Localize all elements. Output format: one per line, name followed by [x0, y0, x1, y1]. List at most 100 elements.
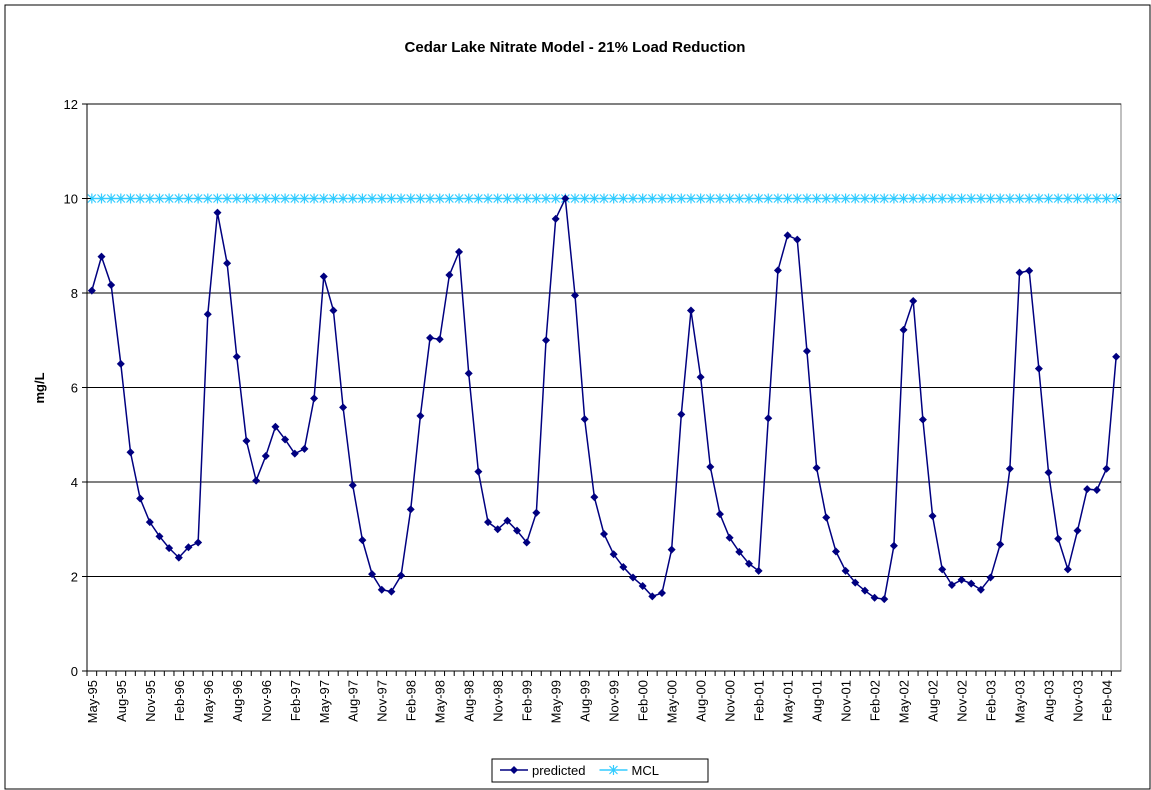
- point: [996, 540, 1005, 549]
- point: [1082, 193, 1092, 204]
- point: [184, 543, 193, 552]
- point: [97, 193, 106, 204]
- point: [580, 193, 590, 204]
- point: [1073, 193, 1082, 204]
- y-tick-label: 12: [64, 97, 78, 112]
- point: [957, 193, 966, 204]
- point: [1034, 193, 1044, 204]
- point: [1111, 193, 1121, 204]
- point: [455, 247, 464, 256]
- x-tick-label: May-03: [1013, 680, 1028, 723]
- point: [976, 585, 985, 594]
- point: [174, 553, 183, 562]
- point: [764, 414, 773, 423]
- point: [1054, 534, 1063, 543]
- x-tick-label: Nov-99: [607, 680, 622, 722]
- point: [908, 193, 918, 204]
- point: [600, 529, 608, 538]
- point: [676, 193, 686, 204]
- y-tick-label: 6: [71, 381, 78, 396]
- point: [377, 193, 387, 204]
- point: [1112, 352, 1121, 361]
- legend: predicted MCL: [491, 758, 709, 783]
- point: [222, 193, 232, 204]
- x-tick-label: Feb-97: [288, 680, 303, 721]
- point: [271, 193, 280, 204]
- point: [522, 193, 532, 204]
- point: [938, 565, 947, 574]
- point: [136, 494, 145, 503]
- point: [464, 369, 473, 378]
- point: [184, 193, 193, 204]
- point: [773, 266, 782, 275]
- point: [261, 452, 270, 461]
- point: [561, 194, 570, 203]
- point: [1044, 193, 1053, 204]
- point: [473, 193, 483, 204]
- point: [1053, 193, 1063, 204]
- x-tick-label: Aug-95: [114, 680, 129, 722]
- point: [116, 359, 125, 368]
- point: [802, 347, 811, 356]
- point: [232, 193, 242, 204]
- y-tick-label: 10: [64, 192, 78, 207]
- x-tick-label: Feb-04: [1100, 680, 1115, 721]
- point: [590, 493, 599, 502]
- x-tick-label: May-98: [433, 680, 448, 723]
- point: [667, 193, 677, 204]
- point: [300, 193, 309, 204]
- point: [889, 193, 899, 204]
- point: [667, 545, 676, 554]
- point: [386, 193, 396, 204]
- x-tick-label: Nov-95: [143, 680, 158, 722]
- point: [879, 193, 889, 204]
- point: [851, 578, 860, 587]
- point: [1005, 193, 1015, 204]
- point: [880, 595, 889, 604]
- point: [512, 193, 522, 204]
- point: [696, 193, 706, 204]
- point: [638, 581, 647, 590]
- point: [445, 271, 454, 280]
- point: [242, 193, 251, 204]
- point: [290, 193, 300, 204]
- point: [850, 193, 860, 204]
- point: [357, 193, 367, 204]
- point: [831, 193, 841, 204]
- point: [744, 559, 753, 568]
- point: [899, 325, 908, 334]
- point: [937, 193, 947, 204]
- point: [425, 193, 435, 204]
- point: [503, 516, 512, 525]
- point: [715, 193, 725, 204]
- point: [551, 214, 560, 223]
- point: [329, 306, 338, 315]
- x-tick-label: May-01: [781, 680, 796, 723]
- point: [735, 547, 744, 556]
- point: [145, 193, 155, 204]
- point: [648, 592, 657, 601]
- x-tick-label: Feb-98: [404, 680, 419, 721]
- point: [986, 193, 995, 204]
- point: [203, 310, 212, 319]
- x-tick-label: Aug-02: [926, 680, 941, 722]
- point: [1015, 268, 1024, 277]
- point: [155, 193, 164, 204]
- x-tick-label: Nov-98: [491, 680, 506, 722]
- point: [310, 394, 319, 403]
- point: [1092, 193, 1102, 204]
- point: [193, 193, 203, 204]
- point: [725, 533, 734, 542]
- point: [483, 193, 493, 204]
- point: [967, 579, 976, 588]
- x-tick-label: Nov-00: [723, 680, 738, 722]
- point: [435, 335, 444, 344]
- x-tick-label: Aug-96: [230, 680, 245, 722]
- point: [571, 291, 580, 300]
- point: [715, 510, 724, 519]
- point: [870, 593, 879, 602]
- point: [793, 235, 802, 244]
- point: [502, 193, 512, 204]
- point: [319, 272, 328, 281]
- x-tick-label: Aug-03: [1042, 680, 1057, 722]
